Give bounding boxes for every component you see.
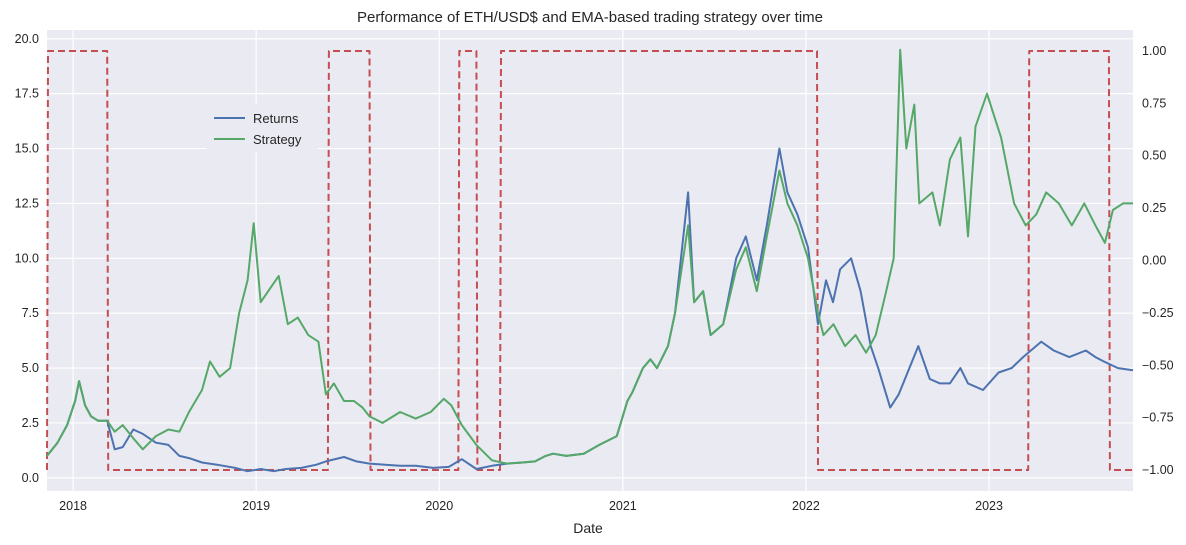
legend-box <box>206 104 318 152</box>
series-layer <box>46 48 1134 473</box>
y-left-tick-label: 0.0 <box>22 471 39 485</box>
y-left-tick-label: 5.0 <box>22 361 39 375</box>
legend: Returns Strategy <box>206 104 318 152</box>
y-right-tick-label: −0.25 <box>1142 306 1174 320</box>
x-tick-label: 2020 <box>425 499 453 513</box>
grid-lines <box>47 30 1133 491</box>
y-left-tick-label: 12.5 <box>15 196 39 210</box>
x-tick-label: 2021 <box>609 499 637 513</box>
position-dashed-line <box>46 50 1133 471</box>
y-left-tick-label: 17.5 <box>15 87 39 101</box>
y-right-tick-label: 0.50 <box>1142 149 1166 163</box>
legend-label-strategy: Strategy <box>253 132 302 147</box>
y-left-tick-label: 2.5 <box>22 416 39 430</box>
y-right-tick-label: 0.00 <box>1142 254 1166 268</box>
y-right-tick-label: −0.75 <box>1142 411 1174 425</box>
plot-background <box>47 30 1133 491</box>
y-right-tick-label: −0.50 <box>1142 358 1174 372</box>
y-left-tick-label: 20.0 <box>15 32 39 46</box>
x-tick-label: 2022 <box>792 499 820 513</box>
y-left-tick-label: 7.5 <box>22 306 39 320</box>
y-right-tick-label: 0.25 <box>1142 201 1166 215</box>
y-left-tick-label: 10.0 <box>15 251 39 265</box>
y-left-tick-label: 15.0 <box>15 142 39 156</box>
axis-layer: 2018 2019 2020 2021 2022 2023 0.0 2.5 5.0 7.5 10.0… <box>15 32 1174 513</box>
x-tick-label: 2019 <box>242 499 270 513</box>
legend-label-returns: Returns <box>253 111 299 126</box>
chart-title: Performance of ETH/USD$ and EMA-based tr… <box>357 9 823 26</box>
y-right-tick-label: −1.00 <box>1142 463 1174 477</box>
y-right-tick-label: 1.00 <box>1142 44 1166 58</box>
x-tick-label: 2023 <box>975 499 1003 513</box>
strategy-line <box>46 48 1133 465</box>
y-right-tick-label: 0.75 <box>1142 96 1166 110</box>
x-axis-label: Date <box>573 520 603 536</box>
x-tick-label: 2018 <box>59 499 87 513</box>
